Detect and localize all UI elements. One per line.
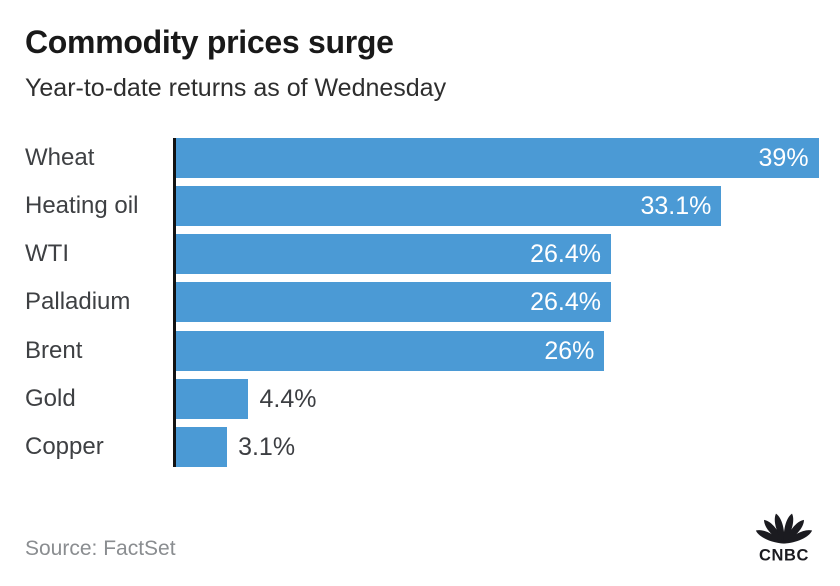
value-label-inside: 39% <box>758 144 809 172</box>
value-label-inside: 26.4% <box>530 240 601 269</box>
category-label: Palladium <box>25 288 131 316</box>
value-label-outside: 4.4% <box>259 384 317 413</box>
source-credit: Source: FactSet <box>25 537 176 560</box>
value-bar[interactable]: 26.4% <box>176 234 611 275</box>
bar-row: Wheat 39% <box>0 138 840 178</box>
bar-row: Copper 3.1% <box>0 426 840 467</box>
bar-track: 39% <box>176 138 840 178</box>
chart-title: Commodity prices surge <box>25 24 394 60</box>
cnbc-wordmark: CNBC <box>759 547 809 564</box>
value-bar[interactable] <box>176 426 228 467</box>
bar-row: Palladium 26.4% <box>0 282 840 323</box>
category-label: Brent <box>25 336 83 364</box>
bar-row: Brent 26% <box>0 330 840 371</box>
category-label: WTI <box>25 240 69 268</box>
bar-track: 26.4% <box>176 282 840 323</box>
bar-track: 26% <box>176 330 840 371</box>
bar-track: 4.4% <box>176 378 840 419</box>
value-bar[interactable] <box>176 378 249 419</box>
chart-subtitle: Year-to-date returns as of Wednesday <box>25 74 447 102</box>
bar-row: Heating oil 33.1% <box>0 186 840 227</box>
bar-rows: Wheat 39% Heating oil 33.1% WTI 26.4% Pa… <box>0 138 840 467</box>
value-label-outside: 3.1% <box>238 432 296 461</box>
y-axis-line <box>173 138 176 467</box>
value-label-inside: 26% <box>544 336 595 365</box>
value-bar[interactable]: 33.1% <box>176 186 722 227</box>
value-bar[interactable]: 26% <box>176 330 605 371</box>
cnbc-logo: CNBC <box>746 503 822 564</box>
category-label: Gold <box>25 384 76 412</box>
value-bar[interactable]: 26.4% <box>176 282 611 323</box>
category-label: Wheat <box>25 144 95 171</box>
cnbc-peacock-icon: CNBC <box>755 513 813 564</box>
bar-track: 33.1% <box>176 186 840 227</box>
category-label: Copper <box>25 432 104 460</box>
category-label: Heating oil <box>25 192 139 220</box>
bar-chart: Wheat 39% Heating oil 33.1% WTI 26.4% Pa… <box>0 138 840 467</box>
bar-track: 3.1% <box>176 426 840 467</box>
value-label-inside: 26.4% <box>530 288 601 317</box>
bar-row: Gold 4.4% <box>0 378 840 419</box>
value-bar[interactable]: 39% <box>176 138 819 178</box>
bar-row: WTI 26.4% <box>0 234 840 275</box>
bar-track: 26.4% <box>176 234 840 275</box>
value-label-inside: 33.1% <box>640 192 712 221</box>
